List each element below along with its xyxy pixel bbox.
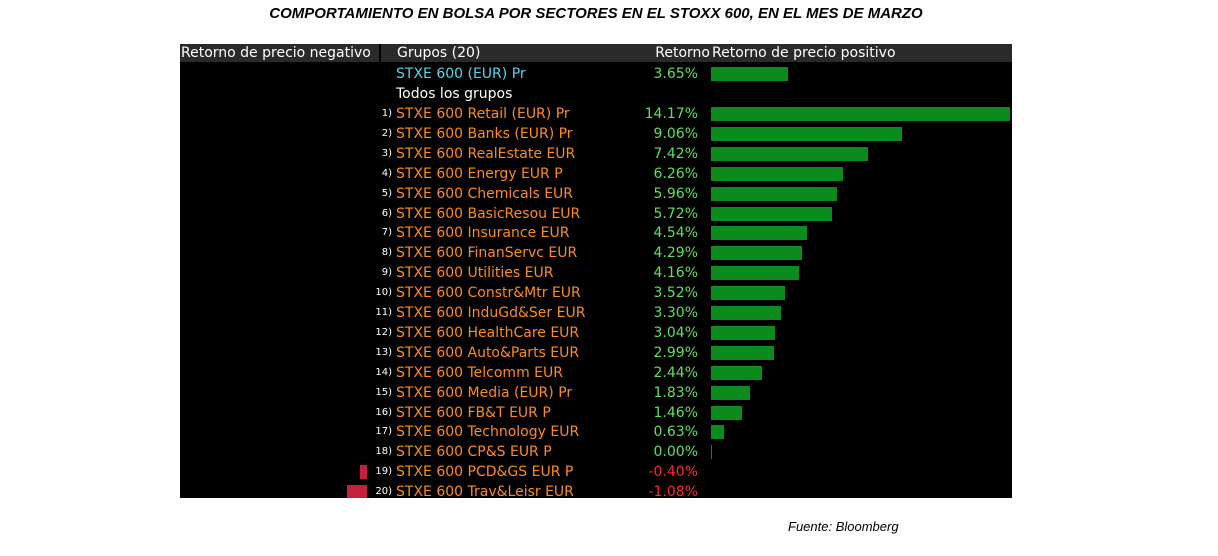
sector-name: STXE 600 Auto&Parts EUR — [396, 344, 580, 361]
positive-return-bar — [711, 306, 781, 320]
positive-return-bar — [711, 126, 903, 141]
rank-label: 19) — [375, 466, 392, 478]
positive-return-bar — [711, 206, 832, 221]
sector-name: STXE 600 FinanServc EUR — [396, 245, 578, 262]
rank-label: 18) — [375, 446, 392, 458]
sector-name: STXE 600 Retail (EUR) Pr — [396, 106, 570, 122]
return-label: 1.46% — [653, 404, 698, 421]
rank-label: 9) — [381, 267, 392, 279]
rank-label: 5) — [381, 187, 392, 199]
all-groups-label: Todos los grupos — [396, 86, 513, 102]
header-return: Retorno — [631, 44, 710, 62]
return-label: 3.04% — [653, 324, 698, 341]
zero-return-bar — [711, 445, 712, 460]
return-label: 4.29% — [653, 245, 698, 262]
rank-label: 2) — [381, 127, 392, 139]
rank-label: 20) — [375, 486, 392, 498]
rank-label: 12) — [375, 326, 392, 338]
negative-return-bar — [347, 485, 367, 498]
rank-label: 14) — [375, 366, 392, 378]
sector-name: STXE 600 FB&T EUR P — [396, 404, 551, 421]
return-label: -0.40% — [648, 464, 698, 481]
return-label: 7.42% — [653, 145, 698, 162]
positive-return-bar — [711, 266, 799, 281]
sector-name: STXE 600 Constr&Mtr EUR — [396, 285, 581, 302]
rank-label: 3) — [381, 147, 392, 159]
rank-label: 8) — [381, 247, 392, 259]
return-label: 4.54% — [653, 225, 698, 242]
header-negative-return: Retorno de precio negativo — [180, 44, 379, 62]
positive-return-bar — [711, 286, 786, 301]
positive-return-bar — [711, 425, 725, 440]
positive-return-bar — [711, 365, 763, 380]
index-name: STXE 600 (EUR) Pr — [396, 66, 526, 82]
negative-return-bar — [359, 465, 367, 480]
return-label: 2.44% — [653, 364, 698, 381]
sector-name: STXE 600 Banks (EUR) Pr — [396, 125, 573, 142]
return-label: 0.63% — [653, 424, 698, 441]
rank-label: 13) — [375, 346, 392, 358]
rank-label: 10) — [375, 287, 392, 299]
return-label: 2.99% — [653, 344, 698, 361]
sector-name: STXE 600 RealEstate EUR — [396, 145, 576, 162]
rank-label: 17) — [375, 426, 392, 438]
sector-name: STXE 600 Telcomm EUR — [396, 364, 563, 381]
return-label: 14.17% — [644, 106, 698, 122]
sector-name: STXE 600 Trav&Leisr EUR — [396, 484, 574, 498]
return-label: 9.06% — [653, 125, 698, 142]
rank-label: 7) — [381, 227, 392, 239]
sector-name: STXE 600 CP&S EUR P — [396, 444, 552, 461]
return-label: -1.08% — [648, 484, 698, 498]
return-label: 3.30% — [653, 305, 698, 321]
source-note: Fuente: Bloomberg — [788, 519, 899, 534]
positive-return-bar — [711, 146, 868, 161]
sector-name: STXE 600 Insurance EUR — [396, 225, 570, 242]
sector-name: STXE 600 Chemicals EUR — [396, 185, 574, 202]
rank-label: 15) — [375, 386, 392, 398]
return-label: 3.52% — [653, 285, 698, 302]
positive-return-bar — [711, 186, 837, 201]
header-positive-return: Retorno de precio positivo — [710, 44, 1012, 62]
returns-panel: Retorno de precio negativo Grupos (20) R… — [180, 44, 1012, 498]
positive-return-bar — [711, 107, 1010, 121]
rank-label: 1) — [381, 108, 392, 119]
index-bar — [711, 67, 789, 81]
chart-title: COMPORTAMIENTO EN BOLSA POR SECTORES EN … — [269, 5, 923, 22]
rank-label: 4) — [381, 167, 392, 179]
sector-name: STXE 600 Energy EUR P — [396, 165, 563, 182]
positive-return-bar — [711, 226, 807, 241]
rank-label: 11) — [375, 307, 392, 318]
return-label: 0.00% — [653, 444, 698, 461]
sector-name: STXE 600 PCD&GS EUR P — [396, 464, 574, 481]
sector-name: STXE 600 HealthCare EUR — [396, 324, 580, 341]
positive-return-bar — [711, 405, 742, 420]
positive-return-bar — [711, 345, 775, 360]
return-label: 6.26% — [653, 165, 698, 182]
rank-label: 6) — [381, 207, 392, 219]
sector-name: STXE 600 Media (EUR) Pr — [396, 384, 573, 401]
return-label: 5.72% — [653, 205, 698, 222]
positive-return-bar — [711, 166, 844, 181]
return-label: 1.83% — [653, 384, 698, 401]
sector-name: STXE 600 BasicResou EUR — [396, 205, 581, 222]
return-label: 5.96% — [653, 185, 698, 202]
sector-name: STXE 600 InduGd&Ser EUR — [396, 305, 586, 321]
rank-label: 16) — [375, 406, 392, 418]
index-return: 3.65% — [653, 66, 698, 82]
header-groups: Grupos (20) — [381, 44, 644, 62]
positive-return-bar — [711, 385, 750, 400]
positive-return-bar — [711, 246, 802, 261]
sector-name: STXE 600 Utilities EUR — [396, 265, 554, 282]
return-label: 4.16% — [653, 265, 698, 282]
sector-name: STXE 600 Technology EUR — [396, 424, 580, 441]
positive-return-bar — [711, 325, 776, 340]
